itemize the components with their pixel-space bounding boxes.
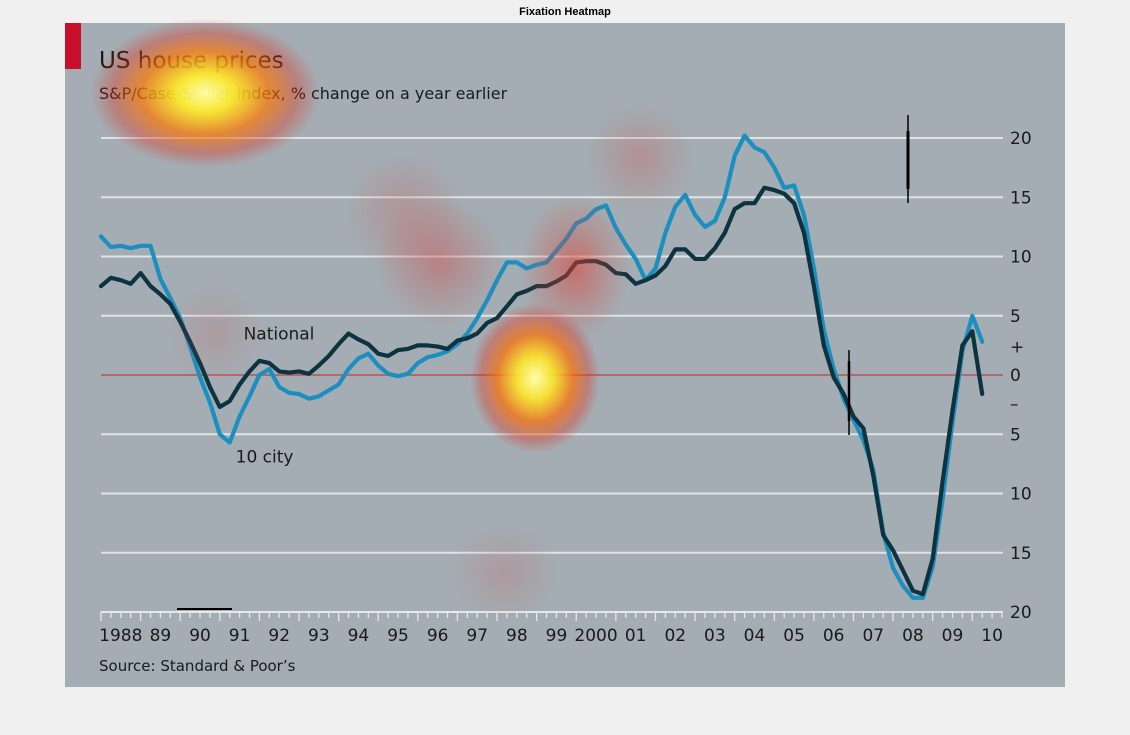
chart-svg: US house prices S&P/Case-Shiller index, … [65, 23, 1032, 675]
y-tick-label: 0 [1010, 366, 1021, 386]
y-tick-label: 15 [1010, 544, 1032, 564]
series-labels: National 10 city [236, 324, 315, 467]
chart-title: US house prices [99, 48, 284, 74]
y-tick-label: 20 [1010, 603, 1032, 623]
figure-title: Fixation Heatmap [519, 6, 611, 18]
series-label: 10 city [236, 448, 294, 468]
y-tick-label: 5 [1010, 425, 1021, 445]
y-tick-label: – [1010, 394, 1019, 414]
y-tick-label: 20 [1010, 129, 1032, 149]
x-tick-label: 90 [189, 626, 211, 646]
x-tick-label: 03 [704, 626, 726, 646]
x-tick-label: 98 [506, 626, 528, 646]
x-tick-label: 08 [902, 626, 924, 646]
y-tick-label: 10 [1010, 485, 1032, 505]
fixation-markers [177, 115, 910, 610]
x-tick-label: 91 [229, 626, 251, 646]
y-tick-label: 10 [1010, 248, 1032, 268]
y-axis-ticks: 20 15 10 5 +0 – 5 10 15 20 [1010, 129, 1032, 623]
x-axis: 1988 89 90 91 92 93 94 95 96 97 98 99 2000 01 02 03 04 05… [99, 611, 1003, 646]
x-tick-label: 01 [625, 626, 647, 646]
chart-panel: US house prices S&P/Case-Shiller index, … [65, 18, 1065, 687]
x-tick-label: 02 [664, 626, 686, 646]
y-tick-label: 5 [1010, 307, 1021, 327]
x-tick-label: 10 [981, 626, 1003, 646]
source-note: Source: Standard & Poor’s [99, 657, 296, 675]
x-tick-label: 96 [427, 626, 449, 646]
x-tick-label: 94 [348, 626, 370, 646]
x-tick-label: 05 [783, 626, 805, 646]
x-tick-label: 09 [942, 626, 964, 646]
title-red-tag [65, 23, 81, 69]
x-tick-label: 99 [546, 626, 568, 646]
x-tick-label: 06 [823, 626, 845, 646]
x-tick-label: 04 [744, 626, 766, 646]
x-tick-label: 95 [387, 626, 409, 646]
x-tick-label: 89 [150, 626, 172, 646]
grid-lines [101, 137, 1003, 613]
x-tick-label: 97 [466, 626, 488, 646]
x-tick-label: 92 [268, 626, 290, 646]
chart-subtitle: S&P/Case-Shiller index, % change on a ye… [99, 84, 508, 103]
y-tick-label: 15 [1010, 188, 1032, 208]
x-tick-label: 07 [862, 626, 884, 646]
y-tick-label: + [1010, 338, 1024, 358]
x-tick-label: 1988 [99, 626, 142, 646]
x-tick-label: 93 [308, 626, 330, 646]
series-label: National [244, 324, 315, 344]
x-tick-label: 2000 [574, 626, 617, 646]
